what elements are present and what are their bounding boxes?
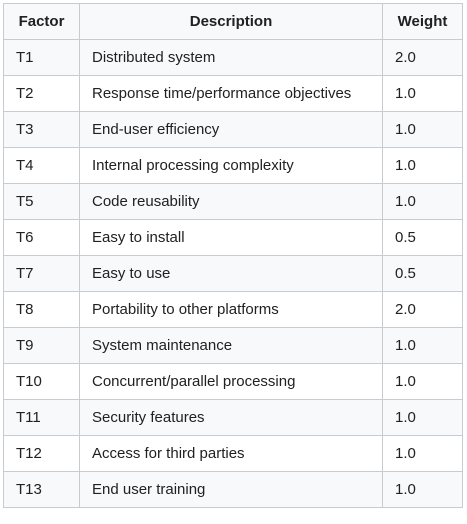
weight-cell: 2.0 (382, 291, 463, 328)
weight-cell: 1.0 (382, 111, 463, 148)
factor-cell: T4 (3, 147, 80, 184)
weight-cell: 0.5 (382, 255, 463, 292)
technical-factors-table: Factor Description Weight T1 Distributed… (3, 3, 463, 508)
table-row: T1 Distributed system 2.0 (3, 39, 463, 76)
description-cell: End user training (79, 471, 383, 508)
description-cell: Response time/performance objectives (79, 75, 383, 112)
header-description: Description (79, 3, 383, 40)
table-row: T12 Access for third parties 1.0 (3, 435, 463, 472)
description-cell: Code reusability (79, 183, 383, 220)
table-row: T2 Response time/performance objectives … (3, 75, 463, 112)
table-header: Factor Description Weight (3, 3, 463, 40)
table-row: T9 System maintenance 1.0 (3, 327, 463, 364)
factor-cell: T3 (3, 111, 80, 148)
table-row: T8 Portability to other platforms 2.0 (3, 291, 463, 328)
factor-cell: T2 (3, 75, 80, 112)
table-row: T7 Easy to use 0.5 (3, 255, 463, 292)
description-cell: Easy to use (79, 255, 383, 292)
factor-cell: T12 (3, 435, 80, 472)
header-weight: Weight (382, 3, 463, 40)
factor-cell: T10 (3, 363, 80, 400)
weight-cell: 1.0 (382, 363, 463, 400)
weight-cell: 1.0 (382, 471, 463, 508)
weight-cell: 1.0 (382, 399, 463, 436)
factor-cell: T11 (3, 399, 80, 436)
factor-cell: T13 (3, 471, 80, 508)
description-cell: Security features (79, 399, 383, 436)
description-cell: Portability to other platforms (79, 291, 383, 328)
factor-cell: T9 (3, 327, 80, 364)
weight-cell: 1.0 (382, 327, 463, 364)
description-cell: Internal processing complexity (79, 147, 383, 184)
header-factor: Factor (3, 3, 80, 40)
table-row: T5 Code reusability 1.0 (3, 183, 463, 220)
table-body: T1 Distributed system 2.0 T2 Response ti… (3, 39, 463, 508)
weight-cell: 1.0 (382, 147, 463, 184)
weight-cell: 1.0 (382, 75, 463, 112)
table-row: T4 Internal processing complexity 1.0 (3, 147, 463, 184)
factor-cell: T5 (3, 183, 80, 220)
factor-cell: T1 (3, 39, 80, 76)
weight-cell: 0.5 (382, 219, 463, 256)
table-row: T3 End-user efficiency 1.0 (3, 111, 463, 148)
header-row: Factor Description Weight (3, 3, 463, 40)
factor-cell: T7 (3, 255, 80, 292)
description-cell: Concurrent/parallel processing (79, 363, 383, 400)
table-row: T11 Security features 1.0 (3, 399, 463, 436)
factor-cell: T6 (3, 219, 80, 256)
description-cell: System maintenance (79, 327, 383, 364)
description-cell: Access for third parties (79, 435, 383, 472)
table-row: T6 Easy to install 0.5 (3, 219, 463, 256)
description-cell: Easy to install (79, 219, 383, 256)
table-row: T13 End user training 1.0 (3, 471, 463, 508)
weight-cell: 1.0 (382, 435, 463, 472)
description-cell: End-user efficiency (79, 111, 383, 148)
description-cell: Distributed system (79, 39, 383, 76)
weight-cell: 1.0 (382, 183, 463, 220)
factor-cell: T8 (3, 291, 80, 328)
weight-cell: 2.0 (382, 39, 463, 76)
table-row: T10 Concurrent/parallel processing 1.0 (3, 363, 463, 400)
